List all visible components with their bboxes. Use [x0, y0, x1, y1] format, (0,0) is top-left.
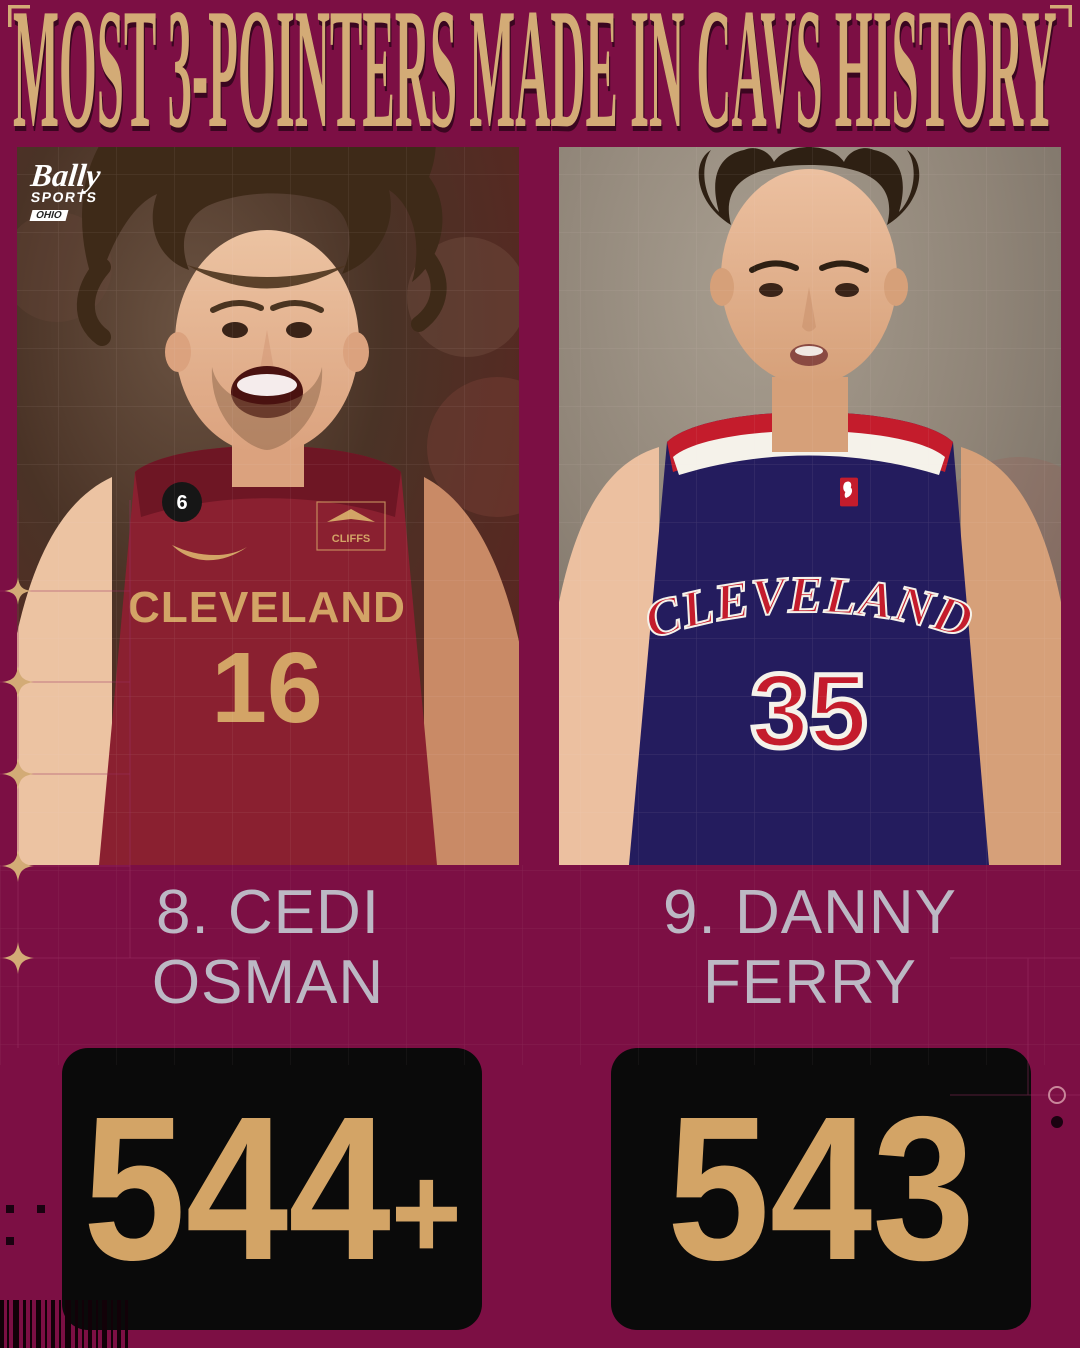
- svg-text:16: 16: [211, 632, 322, 744]
- svg-text:CLEVELAND: CLEVELAND: [128, 583, 406, 632]
- svg-text:35: 35: [751, 653, 868, 770]
- svg-text:CLIFFS: CLIFFS: [332, 533, 371, 545]
- svg-text:6: 6: [176, 492, 187, 514]
